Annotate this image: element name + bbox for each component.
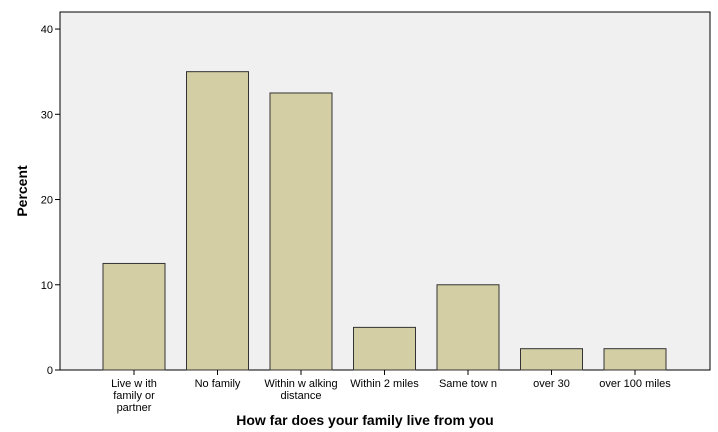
plot-area: [59, 11, 711, 371]
bar: [603, 348, 667, 371]
x-tick-label: partner: [117, 402, 152, 414]
bar: [102, 262, 166, 371]
bar: [436, 284, 500, 371]
bars-group: [102, 71, 667, 371]
y-tick-label: 0: [47, 365, 53, 377]
y-axis: 0 10 20 30 40: [41, 24, 60, 377]
x-tick-label: Within 2 miles: [350, 378, 419, 390]
y-tick-label: 40: [41, 24, 53, 36]
bar: [269, 92, 333, 371]
bar: [353, 326, 416, 371]
x-axis-label: How far does your family live from you: [236, 412, 494, 428]
bar: [186, 71, 249, 371]
x-tick-label: Same tow n: [439, 378, 497, 390]
y-tick-label: 30: [41, 109, 53, 121]
y-tick-label: 20: [41, 195, 53, 207]
x-tick-label: distance: [281, 390, 322, 402]
y-tick-label: 10: [41, 280, 53, 292]
y-axis-label: Percent: [14, 165, 30, 217]
bar: [520, 348, 583, 371]
x-tick-label: family or: [113, 390, 155, 402]
x-tick-label: Within w alking: [264, 378, 337, 390]
x-tick-label: No family: [195, 378, 241, 390]
x-tick-label: over 100 miles: [599, 378, 671, 390]
x-tick-label: over 30: [533, 378, 570, 390]
x-tick-label: Live w ith: [111, 378, 157, 390]
